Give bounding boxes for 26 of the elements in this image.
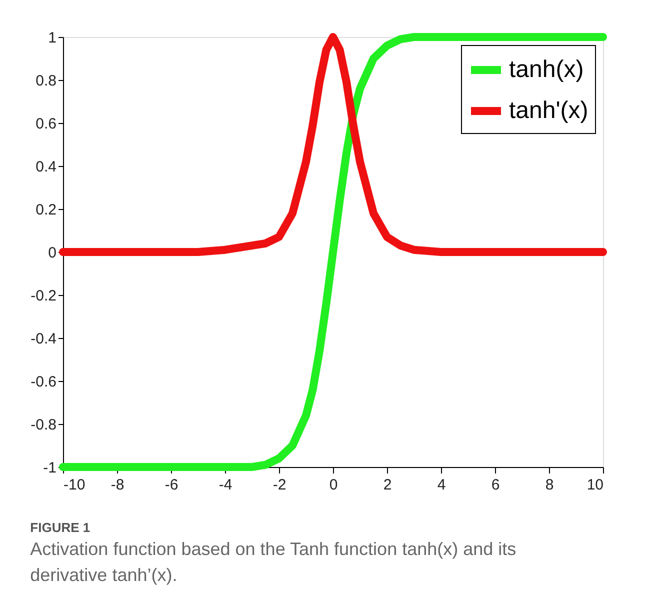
y-tick-label: 0.4 bbox=[36, 158, 56, 176]
x-tick-label: -2 bbox=[272, 476, 286, 494]
x-tick-label: 8 bbox=[545, 476, 554, 494]
caption: FIGURE 1 bbox=[30, 520, 90, 535]
x-tick-label: 2 bbox=[383, 476, 392, 494]
y-tick-label: -0.8 bbox=[30, 416, 56, 434]
legend-label: tanh(x) bbox=[509, 56, 584, 83]
x-tick-label: 0 bbox=[329, 476, 338, 494]
y-tick-label: -1 bbox=[43, 460, 56, 476]
text: Activation function based on the Tanh function tanh(x) and its derivative tanh’(x). bbox=[30, 539, 516, 585]
x-tick-label: -10 bbox=[64, 476, 86, 494]
x-tick-label: -8 bbox=[110, 476, 124, 494]
y-tick-label: 0 bbox=[48, 244, 56, 262]
legend-label: tanh'(x) bbox=[509, 97, 588, 124]
y-tick-label: 0.6 bbox=[36, 116, 56, 132]
y-tick-label: 1 bbox=[48, 30, 56, 46]
x-tick-label: 4 bbox=[437, 476, 446, 494]
x-tick-label: -6 bbox=[164, 476, 178, 494]
x-tick-label: -4 bbox=[218, 476, 232, 494]
y-tick-label: -0.2 bbox=[30, 288, 56, 304]
y-tick-label: 0.8 bbox=[36, 72, 56, 90]
x-tick-label: 6 bbox=[491, 476, 500, 494]
y-tick-label: -0.4 bbox=[30, 330, 56, 348]
y-tick-label: 0.2 bbox=[36, 202, 56, 218]
x-tick-label: 10 bbox=[586, 476, 604, 494]
y-tick-label: -0.6 bbox=[30, 374, 56, 390]
